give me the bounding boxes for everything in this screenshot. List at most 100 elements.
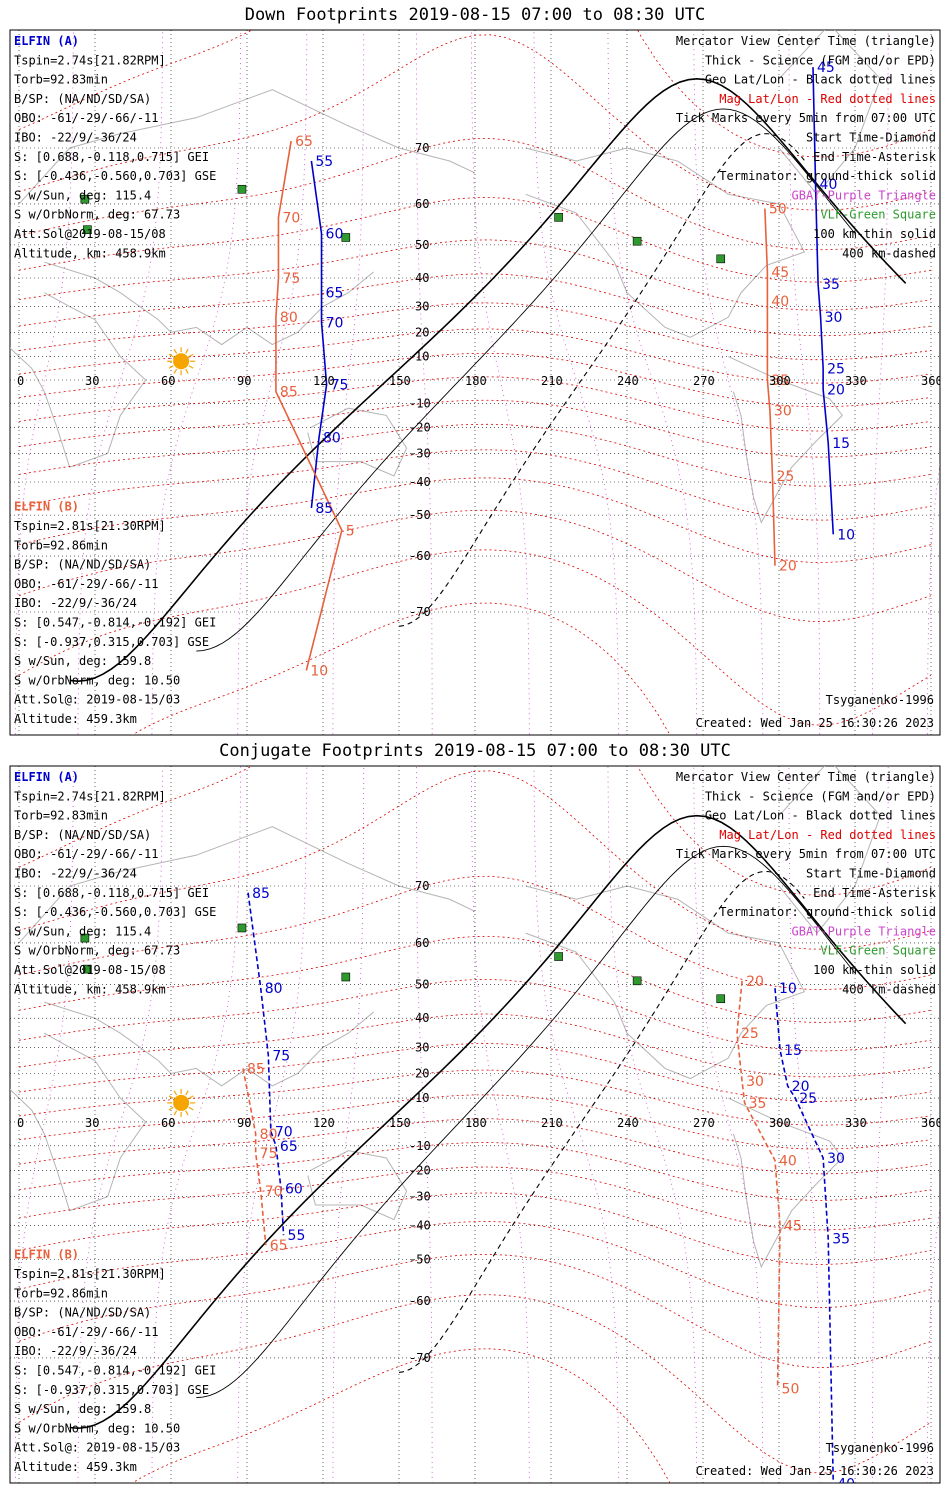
coastline-5: [728, 356, 843, 524]
probe-a-tick-label: 30: [825, 310, 843, 326]
legend-line: VLF-Green Square: [820, 208, 936, 222]
lat-tick-label: 30: [415, 1040, 429, 1054]
lon-tick-label: 180: [465, 1116, 487, 1130]
sun-ray: [188, 1095, 194, 1099]
vlf-station-square: [237, 923, 247, 933]
probe-a-info-line: S: [-0.436,-0.560,0.703] GSE: [14, 169, 216, 183]
probe-b-tick-label: 35: [771, 373, 789, 389]
probe-a-info-line: IBO: -22/9/-36/24: [14, 131, 137, 145]
probe-b-tick-label: 40: [779, 1153, 797, 1169]
sun-icon: [173, 353, 190, 370]
mag-lat-line: [18, 30, 932, 158]
probe-a-info-line: ELFIN (A): [14, 770, 79, 784]
probe-a-track-west: [310, 160, 328, 509]
probe-b-tick-label: 75: [282, 271, 300, 287]
probe-a-tick-label: 70: [275, 1124, 293, 1140]
probe-a-tick-label: 20: [827, 382, 845, 398]
terminator-400km: [398, 870, 805, 1373]
probe-b-info-line: Tspin=2.81s[21.30RPM]: [14, 519, 166, 533]
probe-a-info-line: OBO: -61/-29/-66/-11: [14, 111, 159, 125]
probe-b-tick-label: 85: [247, 1061, 265, 1077]
legend-line: Start Time-Diamond: [806, 131, 936, 145]
lon-tick-label: 60: [161, 374, 175, 388]
vlf-station-square: [80, 194, 90, 204]
mag-lon-line: [151, 766, 242, 1483]
legend-line: VLF-Green Square: [820, 944, 936, 958]
mag-lat-line: [18, 979, 932, 1052]
mag-lon-line: [77, 30, 164, 735]
probe-a-tick-label: 65: [326, 286, 344, 302]
probe-b-track-east: [736, 980, 781, 1389]
legend-line: GBAT-Purple Triangle: [792, 924, 937, 938]
probe-b-tick-label: 45: [784, 1219, 802, 1235]
map-layer: 55 60 65 70 75 80 85 45 40 35 30 25 20 15 10 65 70 75 80 85…: [10, 30, 940, 735]
lon-tick-label: 60: [161, 1116, 175, 1130]
probe-a-tick-label: 55: [315, 154, 333, 170]
sun-ray: [185, 1090, 189, 1096]
probe-a-track-east: [812, 67, 835, 535]
probe-a-tick-label: 55: [288, 1228, 306, 1244]
lat-tick-label: -70: [409, 605, 431, 619]
probe-a-tick-label: 80: [323, 431, 341, 447]
mag-lon-line: [533, 766, 620, 1483]
probe-b-info-line: OBO: -61/-29/-66/-11: [14, 1325, 159, 1339]
mag-lon-line: [237, 30, 308, 735]
coastline-0: [18, 89, 476, 205]
legend-line: End Time-Asterisk: [813, 150, 937, 164]
probe-b-info-line: S w/Sun, deg: 159.8: [14, 654, 151, 668]
coastline-5: [728, 1097, 843, 1269]
mag-lon-line: [693, 30, 764, 735]
probe-a-info-line: S w/Sun, deg: 115.4: [14, 188, 151, 202]
legend-line: Geo Lat/Lon - Black dotted lines: [705, 73, 936, 87]
probe-a-info-line: Tspin=2.74s[21.82RPM]: [14, 53, 166, 67]
lat-tick-label: -50: [409, 508, 431, 522]
probe-b-info-line: Altitude: 459.3km: [14, 1460, 137, 1474]
mag-lon-line: [14, 30, 74, 735]
sun-ray: [168, 1095, 174, 1099]
mag-lat-line: [18, 766, 932, 896]
probe-b-tick-label: 35: [749, 1096, 767, 1112]
down-footprints-title: Down Footprints 2019-08-15 07:00 to 08:3…: [244, 5, 706, 25]
probe-a-track-west: [247, 892, 285, 1236]
lat-tick-label: 40: [415, 1011, 429, 1025]
lat-tick-label: 70: [415, 141, 429, 155]
lat-tick-label: 60: [415, 197, 429, 211]
probe-b-track-west: [242, 1068, 267, 1246]
probe-b-info-line: S: [0.547,-0.814,-0.192] GEI: [14, 1364, 216, 1378]
probe-b-info-line: IBO: -22/9/-36/24: [14, 596, 137, 610]
probe-b-tick-label: 30: [774, 404, 792, 420]
lon-tick-label: 240: [617, 374, 639, 388]
legend-line: Mag Lat/Lon - Red dotted lines: [719, 92, 936, 106]
terminator-ground: [69, 814, 907, 1430]
probe-a-tick-label: 45: [817, 60, 835, 76]
lat-tick-label: -30: [409, 446, 431, 460]
vlf-station-square: [554, 213, 563, 222]
lat-tick-label: 10: [415, 350, 429, 364]
lat-tick-label: -10: [409, 396, 431, 410]
sun-ray: [188, 365, 194, 369]
probe-b-info-line: S: [-0.937,0.315,0.703] GSE: [14, 1383, 209, 1397]
mag-lon-line: [151, 30, 242, 735]
mag-lon-line: [926, 461, 940, 735]
lon-tick-label: 120: [313, 374, 335, 388]
probe-b-tick-label: 50: [782, 1382, 800, 1398]
lat-tick-label: -60: [409, 549, 431, 563]
lon-tick-label: 90: [237, 374, 251, 388]
legend-line: Tick Marks every 5min from 07:00 UTC: [676, 847, 936, 861]
mag-lat-line: [18, 1221, 932, 1308]
probe-a-tick-label: 75: [272, 1048, 290, 1064]
legend-line: End Time-Asterisk: [813, 886, 937, 900]
probe-b-info-line: ELFIN (B): [14, 1248, 79, 1262]
mag-lat-line: [18, 1013, 932, 1078]
lat-tick-label: 20: [415, 1067, 429, 1081]
probe-b-info-line: Torb=92.86min: [14, 538, 108, 552]
probe-a-info-line: S w/OrbNorm, deg: 67.73: [14, 944, 180, 958]
map-layer: 8580757065605510152025303540858075706520…: [10, 766, 940, 1483]
sun-ray: [168, 365, 174, 369]
lon-tick-label: 0: [17, 1116, 24, 1130]
sun-ray: [185, 1110, 189, 1116]
vlf-station-square: [716, 254, 726, 264]
mag-lat-line: [18, 770, 932, 950]
probe-a-tick-label: 35: [822, 277, 840, 293]
probe-a-info-line: Tspin=2.74s[21.82RPM]: [14, 789, 166, 803]
